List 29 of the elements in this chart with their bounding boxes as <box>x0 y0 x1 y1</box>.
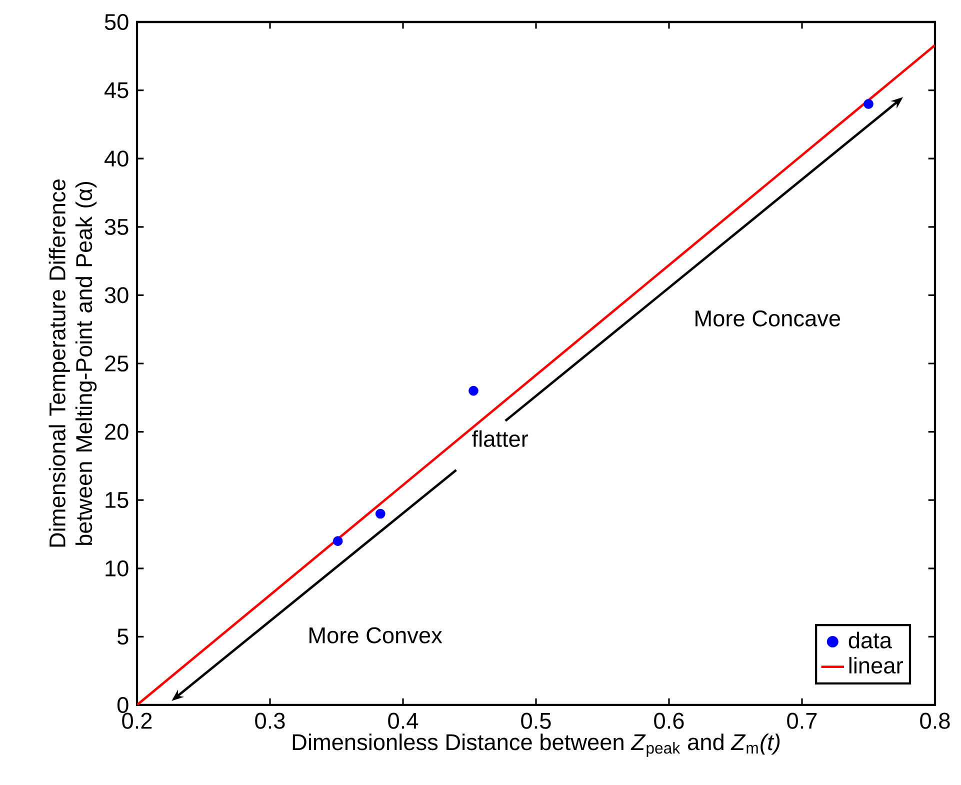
point <box>468 386 478 396</box>
y-tick-label: 40 <box>104 150 128 167</box>
point <box>864 99 874 109</box>
x-tick-label: 0.3 <box>255 712 285 729</box>
point <box>375 508 386 519</box>
annotation: More Concave <box>696 310 840 326</box>
point <box>332 536 343 546</box>
y-tick-label: 10 <box>106 560 128 576</box>
y-tick-label: 15 <box>106 492 128 508</box>
x-tick-label: 0.6 <box>654 712 684 729</box>
y-tick-label: 5 <box>117 628 128 645</box>
y-tick-label: 20 <box>105 424 128 440</box>
y-tick-label: 35 <box>104 218 128 235</box>
x-tick-label: 0.5 <box>521 712 551 729</box>
x-tick-label: 0.8 <box>920 712 950 729</box>
annotation: More Convex <box>310 627 442 644</box>
x-tick-label: 0.2 <box>122 712 152 729</box>
x-tick-label: 0.7 <box>787 712 817 729</box>
x-axis-title: Dimensionless Distance between Z$_{peak}$ and Z$_{m}$(t) <box>292 734 780 757</box>
y-tick-label: 50 <box>104 14 128 30</box>
x-tick-label: 0.4 <box>388 712 418 729</box>
legend-label: linear <box>849 656 903 674</box>
y-tick-label: 30 <box>104 287 128 304</box>
y-tick-label: 25 <box>105 355 128 372</box>
legend-label: data <box>848 632 892 648</box>
y-tick-label: 0 <box>117 696 128 714</box>
y-axis-title: Dimensional Temperature Difference between Melting-Point and Peak (α) <box>48 180 97 547</box>
y-tick-label: 45 <box>104 82 128 98</box>
annotation: flatter <box>472 430 528 447</box>
